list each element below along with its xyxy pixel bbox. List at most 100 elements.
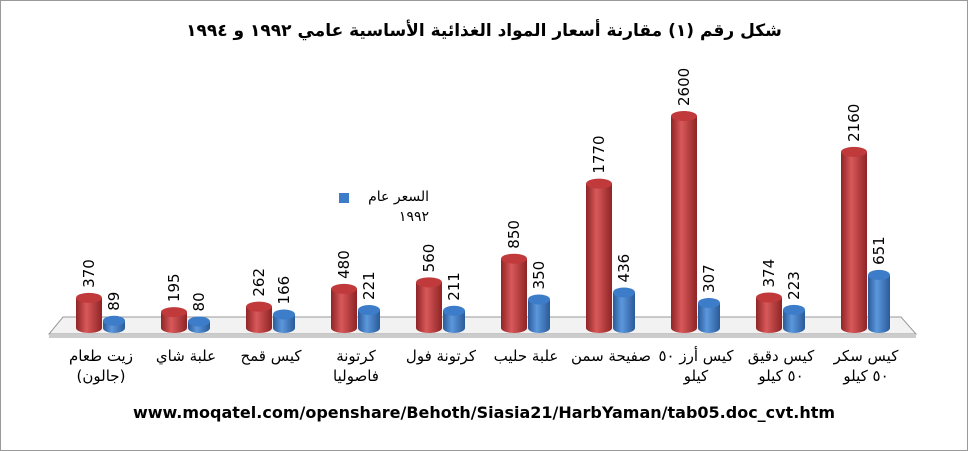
bar-top [273, 309, 295, 320]
x-tick-label: زيت طعام (جالون) [69, 347, 133, 385]
bar-body [841, 151, 867, 328]
bar [868, 269, 890, 333]
bar [416, 277, 442, 333]
bar-top [613, 287, 635, 298]
bar [671, 111, 697, 333]
bar-body [783, 309, 805, 328]
data-label: 651 [870, 236, 888, 265]
bar-top [103, 315, 125, 326]
bar-body [416, 282, 442, 328]
bar-bottom [841, 323, 867, 333]
bar-top [443, 305, 465, 316]
bar-bottom [416, 323, 442, 333]
bar-bottom [783, 323, 805, 333]
bar-top [868, 269, 890, 280]
bar [841, 146, 867, 333]
bar [246, 301, 272, 333]
data-label: 560 [420, 244, 438, 273]
bar-bottom [528, 323, 550, 333]
source: www.moqatel.com/openshare/Behoth/Siasia2… [132, 403, 836, 422]
bar-body [756, 297, 782, 328]
bar-body [246, 306, 272, 328]
bar [103, 315, 125, 333]
bar-bottom [246, 323, 272, 333]
legend-label: السعر عام ١٩٩٢ [368, 189, 429, 225]
bar-top [331, 283, 357, 294]
data-label: 262 [250, 268, 268, 297]
bar-body [358, 309, 380, 328]
bar-top [246, 301, 272, 312]
bar-body [868, 274, 890, 328]
bar-body [501, 258, 527, 328]
bar-body [76, 297, 102, 328]
bar-bottom [161, 323, 187, 333]
bar-top [528, 294, 550, 305]
bar [76, 292, 102, 333]
bar [188, 316, 210, 333]
bar-top [161, 307, 187, 318]
x-tick-label: كرتونة فاصوليا [333, 347, 379, 385]
bar [756, 292, 782, 333]
x-tick-label: كيس دقيق ٥٠ كيلو [747, 347, 815, 385]
bar-body [528, 299, 550, 328]
floor-edge [49, 334, 916, 338]
x-tick-label: كيس أرز ٥٠ كيلو [658, 347, 734, 385]
bar-bottom [103, 323, 125, 333]
bar-bottom [868, 323, 890, 333]
bar-bottom [273, 323, 295, 333]
bar-top [501, 253, 527, 264]
bar [161, 307, 187, 333]
bar [698, 297, 720, 333]
bar-bottom [331, 323, 357, 333]
bar-top [756, 292, 782, 303]
bar-bottom [501, 323, 527, 333]
chart-title: شكل رقم (١) مقارنة أسعار المواد الغذائية… [186, 21, 782, 41]
bar-bottom [586, 323, 612, 333]
legend-swatch [339, 193, 349, 203]
bar-body [671, 116, 697, 328]
bar [443, 305, 465, 333]
data-label: 436 [615, 254, 633, 283]
x-tick-label: علبة شاي [155, 347, 217, 365]
bar-top [698, 297, 720, 308]
bar-top [358, 304, 380, 315]
data-label: 221 [360, 271, 378, 300]
bar-top [841, 146, 867, 157]
x-tick-label: كيس قمح [240, 347, 302, 365]
data-label: 307 [700, 264, 718, 293]
bar-body [586, 183, 612, 328]
data-label: 166 [275, 276, 293, 305]
data-label: 223 [785, 271, 803, 300]
bar-body [331, 288, 357, 328]
bar-bottom [76, 323, 102, 333]
bar [613, 287, 635, 333]
bar-top [416, 277, 442, 288]
bar [501, 253, 527, 333]
data-label: 2600 [675, 68, 693, 106]
bar [783, 304, 805, 333]
bar [586, 178, 612, 333]
bar-top [76, 292, 102, 303]
bar-bottom [358, 323, 380, 333]
data-label: 2160 [845, 104, 863, 142]
bar-top [783, 304, 805, 315]
bar-top [586, 178, 612, 189]
bar-bottom [671, 323, 697, 333]
data-label: 89 [105, 292, 123, 311]
data-label: 211 [445, 272, 463, 301]
data-label: 195 [165, 273, 183, 302]
x-tick-label: علبة حليب [493, 347, 559, 365]
data-label: 350 [530, 261, 548, 290]
x-tick-label: كرتونة فول [405, 347, 477, 365]
bar-bottom [613, 323, 635, 333]
bar-body [613, 292, 635, 328]
data-label: 480 [335, 250, 353, 279]
bar-bottom [443, 323, 465, 333]
bar-body [698, 302, 720, 328]
bar [331, 283, 357, 333]
x-tick-label: صفيحة سمن [570, 347, 651, 365]
data-label: 1770 [590, 135, 608, 173]
data-label: 80 [190, 292, 208, 311]
bar-top [188, 316, 210, 327]
